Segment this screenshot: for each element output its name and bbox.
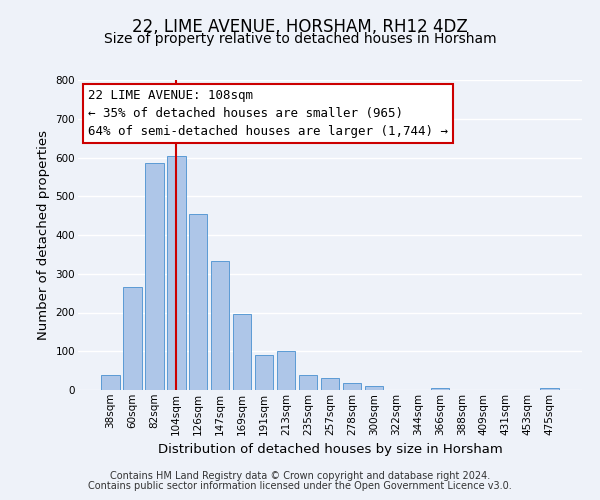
Bar xyxy=(101,376,119,390)
X-axis label: Distribution of detached houses by size in Horsham: Distribution of detached houses by size … xyxy=(158,443,502,456)
Bar xyxy=(299,376,317,390)
Bar xyxy=(343,383,361,390)
Bar xyxy=(123,288,142,390)
Bar xyxy=(211,262,229,390)
Bar xyxy=(541,388,559,390)
Bar xyxy=(189,214,208,390)
Text: 22 LIME AVENUE: 108sqm
← 35% of detached houses are smaller (965)
64% of semi-de: 22 LIME AVENUE: 108sqm ← 35% of detached… xyxy=(88,90,448,138)
Text: 22, LIME AVENUE, HORSHAM, RH12 4DZ: 22, LIME AVENUE, HORSHAM, RH12 4DZ xyxy=(132,18,468,36)
Bar xyxy=(167,156,185,390)
Bar xyxy=(320,378,340,390)
Text: Contains HM Land Registry data © Crown copyright and database right 2024.: Contains HM Land Registry data © Crown c… xyxy=(110,471,490,481)
Bar xyxy=(277,351,295,390)
Bar xyxy=(233,314,251,390)
Bar xyxy=(255,354,274,390)
Y-axis label: Number of detached properties: Number of detached properties xyxy=(37,130,50,340)
Bar xyxy=(365,386,383,390)
Text: Contains public sector information licensed under the Open Government Licence v3: Contains public sector information licen… xyxy=(88,481,512,491)
Bar xyxy=(145,164,164,390)
Bar xyxy=(431,388,449,390)
Text: Size of property relative to detached houses in Horsham: Size of property relative to detached ho… xyxy=(104,32,496,46)
